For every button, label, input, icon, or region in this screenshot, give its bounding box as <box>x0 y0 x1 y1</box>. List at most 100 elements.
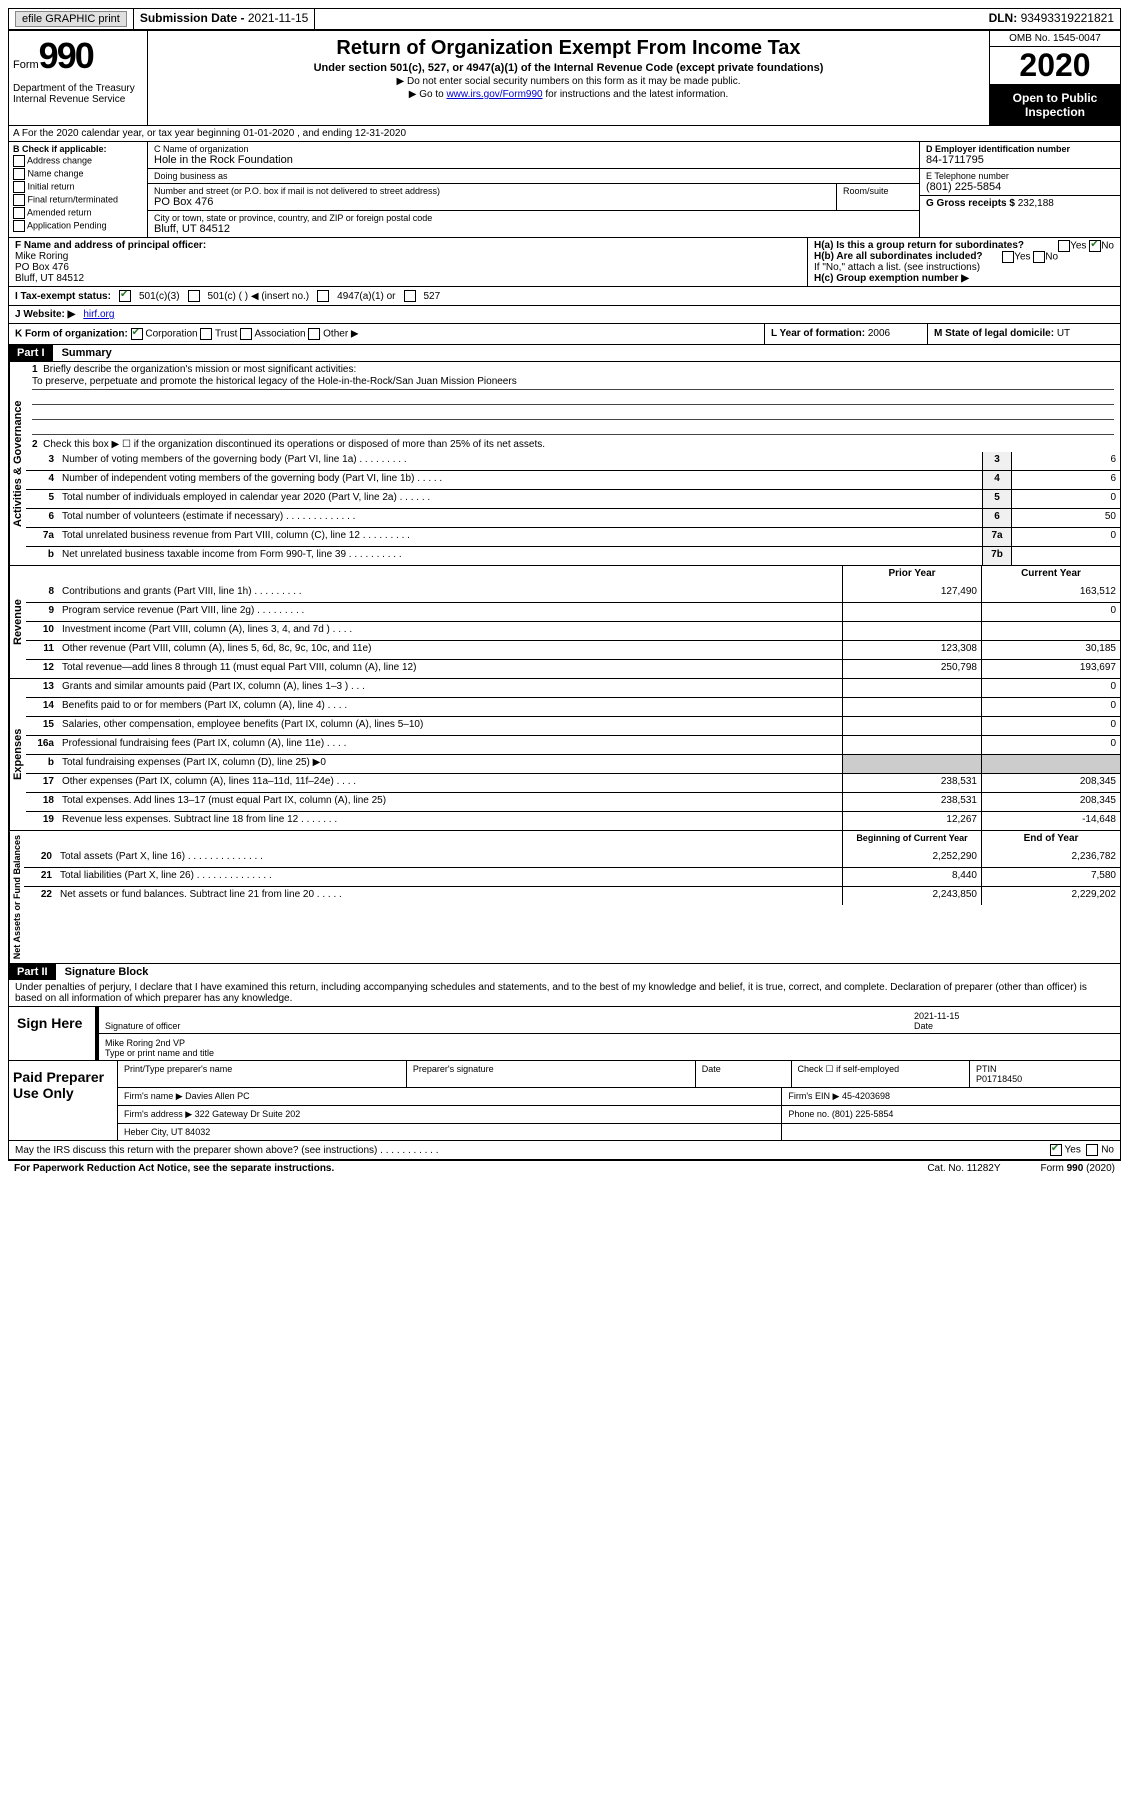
exp-line-16a: 16aProfessional fundraising fees (Part I… <box>26 735 1120 754</box>
year-formation: 2006 <box>868 328 890 339</box>
gross-value: 232,188 <box>1018 198 1054 209</box>
dln-value: 93493319221821 <box>1021 11 1114 25</box>
section-net-assets: Net Assets or Fund Balances Beginning of… <box>9 830 1120 963</box>
row-i-tax-status: I Tax-exempt status: 501(c)(3) 501(c) ( … <box>9 286 1120 305</box>
f-label: F Name and address of principal officer: <box>15 240 206 251</box>
l1-label: Briefly describe the organization's miss… <box>43 364 356 375</box>
firm-phone: (801) 225-5854 <box>832 1109 894 1119</box>
room-label: Room/suite <box>843 186 913 196</box>
cb-527[interactable] <box>404 290 416 302</box>
gov-line-3: 3Number of voting members of the governi… <box>26 452 1120 470</box>
exp-line-15: 15Salaries, other compensation, employee… <box>26 716 1120 735</box>
discuss-row: May the IRS discuss this return with the… <box>9 1140 1120 1159</box>
gov-line-5: 5Total number of individuals employed in… <box>26 489 1120 508</box>
gross-label: G Gross receipts $ <box>926 198 1018 209</box>
rev-header-row: Prior Year Current Year <box>26 566 1120 584</box>
paperwork-notice: For Paperwork Reduction Act Notice, see … <box>14 1163 927 1174</box>
rev-line-11: 11Other revenue (Part VIII, column (A), … <box>26 640 1120 659</box>
preparer-label: Paid Preparer Use Only <box>9 1061 118 1140</box>
state-domicile: UT <box>1057 328 1070 339</box>
sign-here-label: Sign Here <box>9 1007 96 1060</box>
cb-4947[interactable] <box>317 290 329 302</box>
form-number: 990 <box>39 35 93 76</box>
hb-no[interactable] <box>1033 251 1045 263</box>
hb-yes[interactable] <box>1002 251 1014 263</box>
cb-pending[interactable]: Application Pending <box>13 220 143 232</box>
city-label: City or town, state or province, country… <box>154 213 913 223</box>
ha-yes[interactable] <box>1058 240 1070 252</box>
note-link: ▶ Go to www.irs.gov/Form990 for instruct… <box>156 89 981 100</box>
ptin: P01718450 <box>976 1074 1022 1084</box>
cb-name[interactable]: Name change <box>13 168 143 180</box>
firm-city: Heber City, UT 84032 <box>124 1127 210 1137</box>
form-header: Form990 Department of the Treasury Inter… <box>9 31 1120 125</box>
cb-501c[interactable] <box>188 290 200 302</box>
net-line-20: 20Total assets (Part X, line 16) . . . .… <box>24 849 1120 867</box>
irs-link[interactable]: www.irs.gov/Form990 <box>446 89 542 100</box>
ha-no[interactable] <box>1089 240 1101 252</box>
exp-line-19: 19Revenue less expenses. Subtract line 1… <box>26 811 1120 830</box>
section-expenses: Expenses 13Grants and similar amounts pa… <box>9 678 1120 830</box>
vlabel-revenue: Revenue <box>9 566 26 678</box>
cat-no: Cat. No. 11282Y <box>927 1163 1000 1174</box>
exp-line-13: 13Grants and similar amounts paid (Part … <box>26 679 1120 697</box>
cb-amended[interactable]: Amended return <box>13 207 143 219</box>
omb-number: OMB No. 1545-0047 <box>990 31 1120 47</box>
f-addr2: Bluff, UT 84512 <box>15 273 84 284</box>
net-line-21: 21Total liabilities (Part X, line 26) . … <box>24 867 1120 886</box>
form-container: Form990 Department of the Treasury Inter… <box>8 30 1121 1160</box>
cb-corp[interactable] <box>131 328 143 340</box>
cb-trust[interactable] <box>200 328 212 340</box>
cb-address[interactable]: Address change <box>13 155 143 167</box>
city-value: Bluff, UT 84512 <box>154 223 913 235</box>
cb-assoc[interactable] <box>240 328 252 340</box>
efile-button[interactable]: efile GRAPHIC print <box>15 11 127 27</box>
f-officer: F Name and address of principal officer:… <box>9 238 808 286</box>
form-subtitle: Under section 501(c), 527, or 4947(a)(1)… <box>156 62 981 74</box>
cb-other[interactable] <box>308 328 320 340</box>
l2-text: Check this box ▶ ☐ if the organization d… <box>43 439 545 450</box>
row-j-website: J Website: ▶ hirf.org <box>9 305 1120 323</box>
dln-label: DLN: <box>989 11 1021 25</box>
f-addr1: PO Box 476 <box>15 262 69 273</box>
rev-line-9: 9Program service revenue (Part VIII, lin… <box>26 602 1120 621</box>
ein-label: D Employer identification number <box>926 144 1070 154</box>
gov-line-4: 4Number of independent voting members of… <box>26 470 1120 489</box>
exp-line-b: bTotal fundraising expenses (Part IX, co… <box>26 754 1120 773</box>
net-header-row: Beginning of Current Year End of Year <box>24 831 1120 849</box>
footer: For Paperwork Reduction Act Notice, see … <box>8 1160 1121 1176</box>
row-k-lm: K Form of organization: Corporation Trus… <box>9 323 1120 344</box>
topbar: efile GRAPHIC print Submission Date - 20… <box>8 8 1121 30</box>
exp-line-18: 18Total expenses. Add lines 13–17 (must … <box>26 792 1120 811</box>
exp-line-17: 17Other expenses (Part IX, column (A), l… <box>26 773 1120 792</box>
dba-label: Doing business as <box>154 171 913 181</box>
col-d-ein-phone: D Employer identification number 84-1711… <box>920 142 1120 237</box>
col-b-checkboxes: B Check if applicable: Address change Na… <box>9 142 148 237</box>
addr-value: PO Box 476 <box>154 196 830 208</box>
submission-date: 2021-11-15 <box>248 11 309 25</box>
discuss-yes[interactable] <box>1050 1144 1062 1156</box>
note-ssn: ▶ Do not enter social security numbers o… <box>156 76 981 87</box>
name-title-label: Type or print name and title <box>105 1048 214 1058</box>
f-name: Mike Roring <box>15 251 68 262</box>
org-name: Hole in the Rock Foundation <box>154 154 913 166</box>
part1-header: Part I Summary <box>9 344 1120 361</box>
firm-ein: 45-4203698 <box>842 1091 890 1101</box>
mission-text: To preserve, perpetuate and promote the … <box>32 375 1114 390</box>
firm-name: Davies Allen PC <box>185 1091 250 1101</box>
vlabel-governance: Activities & Governance <box>9 362 26 565</box>
col-c-org-info: C Name of organization Hole in the Rock … <box>148 142 920 237</box>
gov-line-7a: 7aTotal unrelated business revenue from … <box>26 527 1120 546</box>
row-a-tax-year: A For the 2020 calendar year, or tax yea… <box>9 125 1120 141</box>
website-link[interactable]: hirf.org <box>83 309 114 320</box>
discuss-no[interactable] <box>1086 1144 1098 1156</box>
firm-addr: 322 Gateway Dr Suite 202 <box>195 1109 301 1119</box>
sign-here-section: Sign Here Signature of officer 2021-11-1… <box>9 1006 1120 1060</box>
cb-final[interactable]: Final return/terminated <box>13 194 143 206</box>
part2-header: Part II Signature Block <box>9 963 1120 980</box>
cb-501c3[interactable] <box>119 290 131 302</box>
cb-initial[interactable]: Initial return <box>13 181 143 193</box>
officer-name: Mike Roring 2nd VP <box>105 1038 185 1048</box>
gov-line-6: 6Total number of volunteers (estimate if… <box>26 508 1120 527</box>
col-b-label: B Check if applicable: <box>13 144 107 154</box>
